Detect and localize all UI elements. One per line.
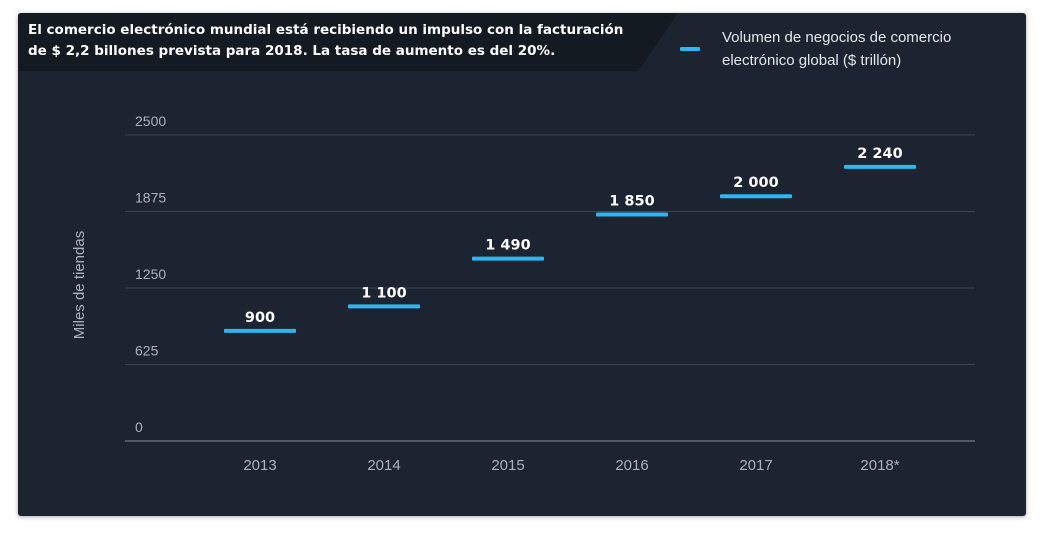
data-mark: [596, 212, 668, 217]
y-axis-label: Miles de tiendas: [71, 231, 88, 339]
y-tick-label: 1250: [135, 266, 166, 282]
data-mark: [224, 328, 296, 333]
x-tick-label: 2015: [491, 457, 524, 474]
data-label: 900: [245, 310, 275, 326]
grid-layer: [125, 134, 975, 442]
y-axis-ticks: 0 625 1250 1875 2500: [135, 113, 166, 435]
x-tick-label: 2018*: [860, 457, 899, 474]
x-tick-label: 2016: [615, 457, 648, 474]
chart-card: El comercio electrónico mundial está rec…: [18, 13, 1026, 516]
y-tick-label: 2500: [135, 113, 166, 129]
data-label: 1 490: [485, 238, 530, 254]
data-mark: [472, 256, 544, 261]
y-tick-label: 1875: [135, 190, 166, 206]
x-tick-label: 2014: [367, 457, 400, 474]
data-mark: [720, 194, 792, 199]
data-label: 1 100: [361, 285, 406, 301]
data-label: 2 240: [857, 146, 902, 162]
data-label: 2 000: [733, 175, 778, 191]
legend-swatch: [680, 47, 700, 51]
data-mark: [348, 304, 420, 309]
data-label: 1 850: [609, 194, 654, 210]
data-mark: [844, 164, 916, 169]
title-box: El comercio electrónico mundial está rec…: [18, 13, 678, 71]
x-tick-label: 2017: [739, 457, 772, 474]
data-marks: 900 1 100 1 490 1 850 2 000 2 240: [224, 146, 916, 333]
x-tick-label: 2013: [243, 457, 276, 474]
legend: Volumen de negocios de comercio electrón…: [680, 26, 1002, 72]
x-axis-ticks: 2013 2014 2015 2016 2017 2018*: [243, 457, 899, 474]
legend-label: Volumen de negocios de comercio electrón…: [722, 29, 952, 69]
y-tick-label: 625: [135, 343, 159, 359]
chart-title: El comercio electrónico mundial está rec…: [28, 22, 624, 59]
y-tick-label: 0: [135, 419, 143, 435]
